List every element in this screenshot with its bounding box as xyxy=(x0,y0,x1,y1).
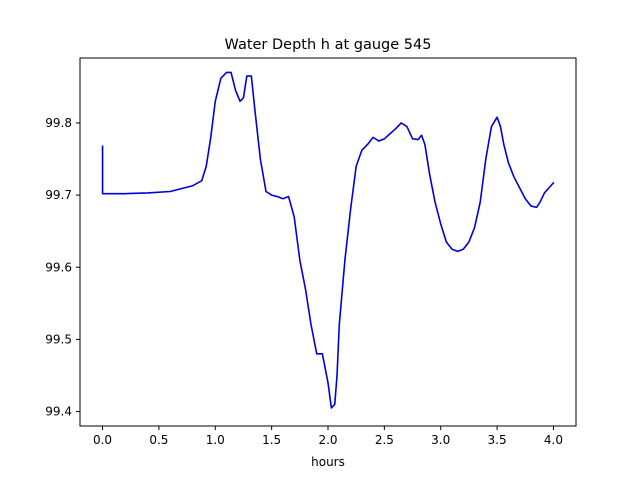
x-tick-label: 3.0 xyxy=(431,433,450,447)
y-tick-label: 99.8 xyxy=(45,116,72,130)
chart-title: Water Depth h at gauge 545 xyxy=(225,37,432,53)
x-tick-label: 1.0 xyxy=(206,433,225,447)
x-tick-label: 4.0 xyxy=(544,433,563,447)
x-axis: 0.0 0.5 1.0 1.5 2.0 2.5 3.0 3.5 4.0 xyxy=(93,426,563,447)
y-tick-label: 99.5 xyxy=(45,332,72,346)
series-line-0 xyxy=(101,71,555,409)
plot-area xyxy=(101,71,555,409)
x-tick-label: 0.0 xyxy=(93,433,112,447)
x-tick-label: 1.5 xyxy=(262,433,281,447)
x-tick-label: 3.5 xyxy=(488,433,507,447)
y-tick-label: 99.4 xyxy=(45,405,72,419)
x-tick-label: 2.0 xyxy=(318,433,337,447)
x-tick-label: 0.5 xyxy=(149,433,168,447)
y-tick-label: 99.7 xyxy=(45,188,72,202)
x-axis-label: hours xyxy=(311,455,345,469)
y-axis: 99.4 99.5 99.6 99.7 99.8 xyxy=(45,116,80,419)
y-tick-label: 99.6 xyxy=(45,260,72,274)
x-tick-label: 2.5 xyxy=(375,433,394,447)
